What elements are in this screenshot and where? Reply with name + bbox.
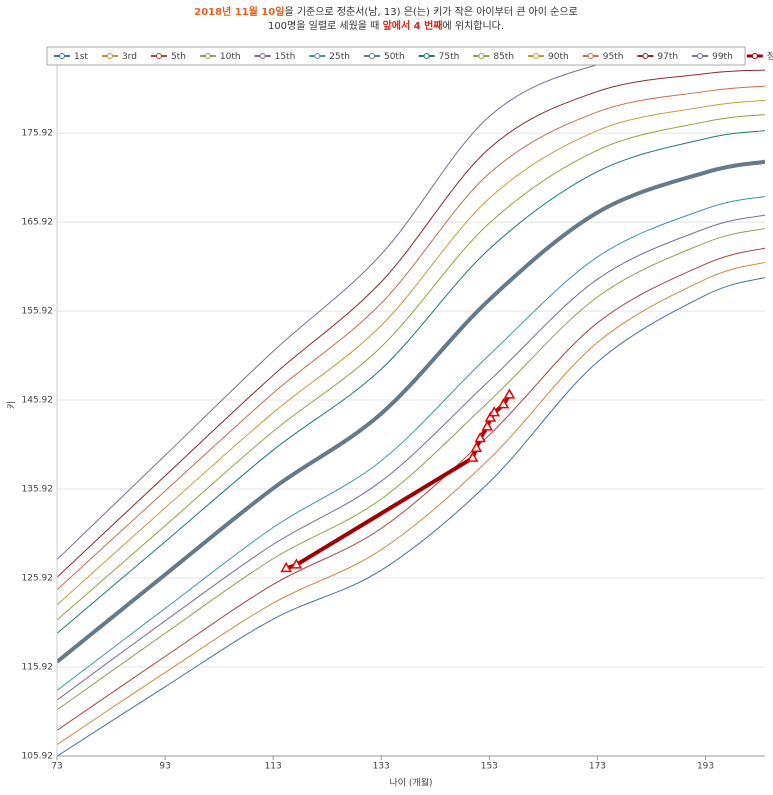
legend-label: 5th	[171, 52, 186, 62]
legend-marker	[642, 53, 649, 59]
legend-marker	[478, 53, 485, 59]
legend-marker	[259, 53, 266, 59]
header-text: 에 위치합니다.	[442, 19, 504, 32]
child-point	[497, 398, 510, 409]
y-tick-label: 125.92	[22, 574, 54, 584]
child-point	[503, 388, 516, 399]
x-tick-label: 133	[373, 762, 390, 772]
y-tick-label: 175.92	[22, 129, 54, 139]
legend-label: 99th	[712, 52, 733, 62]
legend-marker	[587, 53, 594, 59]
header-line-2: 100명을 일렬로 세웠을 때 앞에서 4 번째에 위치합니다.	[268, 19, 504, 32]
legend-label: 3rd	[122, 52, 137, 62]
y-tick-label: 105.92	[22, 752, 54, 762]
y-tick-label: 135.92	[22, 485, 54, 495]
x-tick-label: 193	[697, 762, 714, 772]
x-tick-label: 113	[265, 762, 282, 772]
legend-marker	[314, 53, 321, 59]
legend-marker	[155, 53, 162, 59]
legend-label: 10th	[220, 52, 241, 62]
header-rank: 앞에서 4 번째	[383, 19, 443, 32]
percentile-line	[57, 53, 715, 560]
percentile-line	[57, 195, 765, 691]
legend-label: 정춘서	[767, 51, 773, 62]
x-tick-label: 73	[51, 762, 62, 772]
percentile-line	[57, 159, 765, 664]
legend-label: 50th	[384, 52, 405, 62]
child-point	[481, 420, 493, 431]
child-point	[474, 431, 486, 443]
percentile-line	[57, 85, 765, 591]
header-date: 2018년 11월 10일	[194, 5, 284, 18]
legend-marker	[533, 53, 540, 59]
legend-marker	[368, 53, 375, 59]
header-text: 을 기준으로 정춘서(남, 13) 은(는) 키가 작은 아이부터 큰 아이 순…	[284, 6, 577, 18]
legend-label: 25th	[329, 52, 350, 62]
legend-label: 15th	[275, 52, 296, 62]
legend-label: 95th	[603, 52, 624, 62]
x-axis-label: 나이 (개월)	[389, 777, 432, 789]
child-point	[466, 451, 479, 462]
y-axis-label: 키	[7, 401, 18, 409]
child-point	[280, 561, 292, 573]
legend-marker	[751, 53, 758, 59]
child-point	[488, 406, 501, 417]
y-tick-label: 115.92	[22, 663, 54, 673]
child-line	[285, 393, 512, 571]
y-tick-label: 145.92	[22, 396, 54, 406]
x-tick-label: 173	[589, 762, 606, 772]
legend	[46, 46, 746, 66]
legend-marker	[59, 53, 65, 59]
legend-label: 85th	[493, 52, 514, 62]
legend-marker	[204, 53, 211, 59]
percentile-line	[57, 114, 765, 621]
x-tick-label: 153	[481, 762, 498, 772]
legend-marker	[423, 53, 430, 59]
legend-marker	[106, 53, 113, 59]
header-text: 100명을 일렬로 세웠을 때	[268, 19, 383, 32]
header-line-1: 2018년 11월 10일을 기준으로 정춘서(남, 13) 은(는) 키가 작…	[194, 5, 578, 18]
percentile-line	[57, 69, 765, 578]
percentile-line	[57, 247, 765, 731]
legend-label: 75th	[439, 52, 460, 62]
legend-label: 1st	[74, 52, 88, 62]
y-tick-label: 165.92	[22, 218, 54, 228]
percentile-line	[57, 261, 765, 746]
legend-label: 90th	[548, 52, 569, 62]
child-point	[290, 558, 303, 569]
plot-area	[57, 53, 765, 756]
y-tick-label: 155.92	[22, 307, 54, 317]
child-point	[484, 411, 497, 422]
percentile-line	[57, 276, 765, 756]
percentile-line	[57, 214, 765, 701]
percentile-line	[57, 227, 765, 711]
x-tick-label: 93	[159, 762, 170, 772]
percentile-line	[57, 130, 765, 634]
legend-label: 97th	[657, 52, 678, 62]
child-point	[470, 441, 483, 453]
percentile-line	[57, 99, 765, 606]
legend-marker	[697, 53, 704, 59]
